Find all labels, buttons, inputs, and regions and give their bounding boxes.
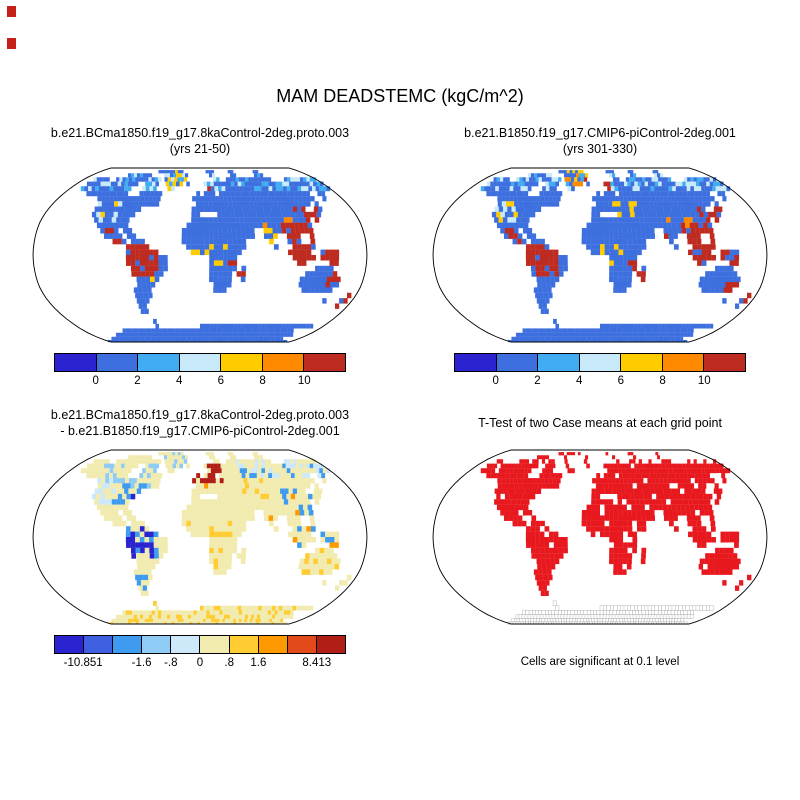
colorbar-tick-label: 6 bbox=[617, 375, 625, 387]
colorbar-segment bbox=[55, 636, 85, 653]
colorbar-tick-label: -.8 bbox=[164, 657, 178, 669]
colorbar-case1-tick-labels: 0 2 4 6 8 10 bbox=[54, 375, 346, 390]
colorbar-tick-label: 4 bbox=[575, 375, 583, 387]
colorbar-segment bbox=[455, 354, 497, 371]
world-map-ttest bbox=[432, 449, 768, 625]
panel-case2-title-line2: (yrs 301-330) bbox=[562, 142, 638, 156]
panel-difference-title: b.e21.BCma1850.f19_g17.8kaControl-2deg.p… bbox=[51, 404, 349, 442]
colorbar-tick-label: -10.851 bbox=[63, 657, 103, 669]
colorbar-segment bbox=[704, 354, 746, 371]
colorbar-tick-label: -1.6 bbox=[131, 657, 152, 669]
colorbar-tick-label: 10 bbox=[697, 375, 711, 387]
colorbar-segment bbox=[55, 354, 97, 371]
colorbar-segment bbox=[304, 354, 346, 371]
corner-artifact-mark-2 bbox=[7, 38, 16, 49]
colorbar-segment bbox=[113, 636, 143, 653]
colorbar-case1-segments bbox=[54, 353, 346, 372]
panel-grid: b.e21.BCma1850.f19_g17.8kaControl-2deg.p… bbox=[0, 122, 800, 672]
colorbar-segment bbox=[221, 354, 263, 371]
figure-title: MAM DEADSTEMC (kgC/m^2) bbox=[276, 86, 524, 106]
colorbar-segment bbox=[496, 354, 539, 371]
colorbar-tick-label: 0 bbox=[196, 657, 204, 669]
panel-difference: b.e21.BCma1850.f19_g17.8kaControl-2deg.p… bbox=[0, 404, 400, 672]
panel-difference-title-line2: - b.e21.B1850.f19_g17.CMIP6-piControl-2d… bbox=[60, 424, 340, 438]
significance-caption: Cells are significant at 0.1 level bbox=[520, 656, 680, 668]
panel-case1: b.e21.BCma1850.f19_g17.8kaControl-2deg.p… bbox=[0, 122, 400, 390]
panel-ttest: T-Test of two Case means at each grid po… bbox=[400, 404, 800, 672]
colorbar-segment bbox=[179, 354, 222, 371]
colorbar-segment bbox=[96, 354, 139, 371]
colorbar-segment bbox=[538, 354, 580, 371]
colorbar-segment bbox=[84, 636, 114, 653]
colorbar-segment bbox=[316, 636, 345, 653]
colorbar-tick-label: 10 bbox=[297, 375, 311, 387]
colorbar-tick-label: 8 bbox=[259, 375, 266, 387]
colorbar-segment bbox=[621, 354, 663, 371]
panel-ttest-title: T-Test of two Case means at each grid po… bbox=[478, 404, 722, 442]
colorbar-tick-label: 2 bbox=[534, 375, 541, 387]
colorbar-segment bbox=[287, 636, 317, 653]
colorbar-tick-label: .8 bbox=[224, 657, 234, 669]
panel-difference-title-line1: b.e21.BCma1850.f19_g17.8kaControl-2deg.p… bbox=[50, 407, 350, 422]
colorbar-segment bbox=[200, 636, 230, 653]
panel-case2-title: b.e21.B1850.f19_g17.CMIP6-piControl-2deg… bbox=[464, 122, 736, 160]
colorbar-segment bbox=[579, 354, 622, 371]
colorbar-segment bbox=[142, 636, 172, 653]
panel-ttest-title-line1: T-Test of two Case means at each grid po… bbox=[478, 415, 722, 430]
colorbar-segment bbox=[138, 354, 180, 371]
colorbar-case2: 0 2 4 6 8 10 bbox=[454, 353, 746, 390]
colorbar-tick-label: 0 bbox=[92, 375, 99, 387]
colorbar-tick-label: 4 bbox=[175, 375, 183, 387]
world-map-difference bbox=[32, 449, 368, 625]
world-map-case2 bbox=[432, 167, 768, 343]
colorbar-tick-label: 1.6 bbox=[250, 657, 267, 669]
colorbar-tick-label: 2 bbox=[134, 375, 141, 387]
panel-case2: b.e21.B1850.f19_g17.CMIP6-piControl-2deg… bbox=[400, 122, 800, 390]
panel-case1-title-line1: b.e21.BCma1850.f19_g17.8kaControl-2deg.p… bbox=[50, 125, 350, 140]
colorbar-tick-label: 6 bbox=[217, 375, 225, 387]
corner-artifact-mark-1 bbox=[7, 6, 16, 17]
world-map-case1 bbox=[32, 167, 368, 343]
colorbar-segment bbox=[171, 636, 201, 653]
colorbar-case1: 0 2 4 6 8 10 bbox=[54, 353, 346, 390]
colorbar-tick-label: 0 bbox=[492, 375, 499, 387]
panel-case2-title-line1: b.e21.B1850.f19_g17.CMIP6-piControl-2deg… bbox=[464, 125, 736, 140]
colorbar-difference: -10.851 -1.6 -.8 0 .8 1.6 8.413 bbox=[54, 635, 346, 672]
colorbar-segment bbox=[662, 354, 705, 371]
colorbar-difference-segments bbox=[54, 635, 346, 654]
panel-case1-title: b.e21.BCma1850.f19_g17.8kaControl-2deg.p… bbox=[51, 122, 349, 160]
colorbar-difference-tick-labels: -10.851 -1.6 -.8 0 .8 1.6 8.413 bbox=[54, 657, 346, 672]
colorbar-segment bbox=[262, 354, 305, 371]
colorbar-segment bbox=[229, 636, 259, 653]
colorbar-tick-label: 8.413 bbox=[302, 657, 332, 669]
colorbar-segment bbox=[258, 636, 288, 653]
colorbar-tick-label: 8 bbox=[659, 375, 666, 387]
panel-case1-title-line2: (yrs 21-50) bbox=[169, 142, 231, 156]
colorbar-case2-tick-labels: 0 2 4 6 8 10 bbox=[454, 375, 746, 390]
colorbar-case2-segments bbox=[454, 353, 746, 372]
